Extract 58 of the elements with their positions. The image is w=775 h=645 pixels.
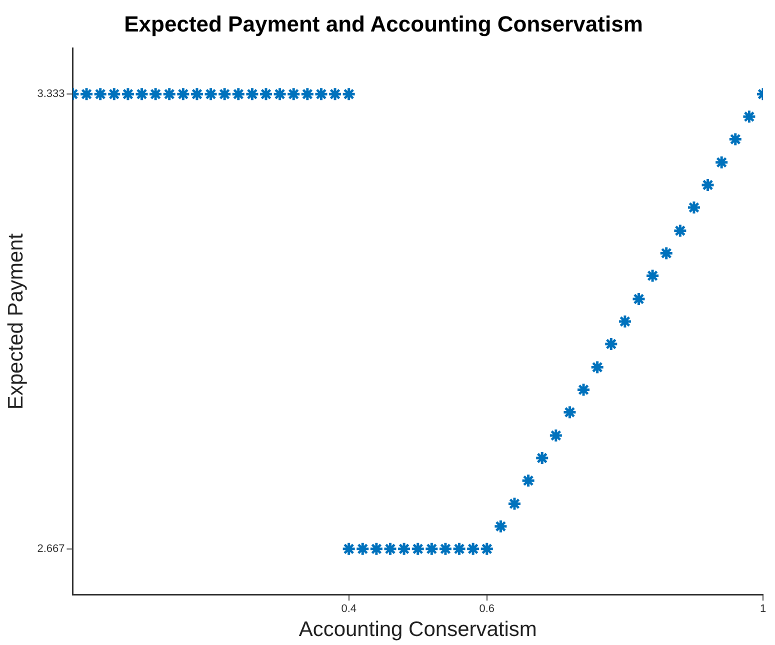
- point: [204, 86, 218, 102]
- point: [521, 473, 536, 488]
- point: [231, 86, 246, 102]
- x-tick-label: 0.6: [479, 603, 495, 616]
- point: [383, 542, 398, 556]
- chart-title: Expected Payment and Accounting Conservatism: [124, 11, 643, 36]
- point: [480, 542, 494, 556]
- x-axis-title: Accounting Conservatism: [298, 618, 537, 642]
- point: [424, 542, 439, 556]
- point: [342, 542, 356, 556]
- point: [286, 86, 301, 102]
- point: [244, 86, 260, 102]
- point: [438, 542, 453, 556]
- x-tick-label: 0.4: [341, 603, 356, 616]
- point: [645, 268, 660, 284]
- point: [217, 86, 232, 102]
- point: [466, 542, 480, 556]
- point: [534, 450, 550, 466]
- point: [396, 542, 412, 556]
- point: [342, 86, 356, 102]
- y-tick-label: 3.333: [37, 88, 65, 100]
- point: [106, 86, 122, 102]
- point: [728, 132, 743, 146]
- point: [700, 178, 716, 192]
- point: [190, 86, 204, 102]
- y-tick-label: 2.667: [37, 542, 65, 555]
- point: [148, 86, 163, 102]
- y-axis-title: Expected Payment: [4, 233, 28, 410]
- point: [176, 86, 190, 102]
- point: [314, 86, 328, 102]
- point: [742, 109, 756, 124]
- point: [507, 496, 522, 512]
- point: [604, 336, 618, 352]
- point: [162, 86, 177, 102]
- point: [120, 86, 136, 102]
- point: [369, 542, 384, 556]
- point: [576, 382, 591, 398]
- point: [632, 292, 646, 306]
- point: [672, 223, 688, 238]
- point: [79, 86, 94, 102]
- point: [590, 360, 605, 374]
- point: [93, 86, 108, 102]
- point: [134, 86, 150, 102]
- point: [300, 86, 315, 102]
- point: [272, 86, 288, 102]
- point: [258, 86, 274, 102]
- point: [686, 200, 702, 215]
- point: [562, 405, 577, 420]
- point: [452, 542, 467, 556]
- point: [410, 542, 426, 556]
- point: [659, 246, 674, 260]
- point: [355, 542, 370, 556]
- x-tick-label: 1: [760, 603, 766, 616]
- point: [328, 86, 342, 102]
- point: [714, 155, 729, 170]
- point: [618, 314, 632, 329]
- point: [548, 428, 564, 443]
- point: [493, 519, 508, 534]
